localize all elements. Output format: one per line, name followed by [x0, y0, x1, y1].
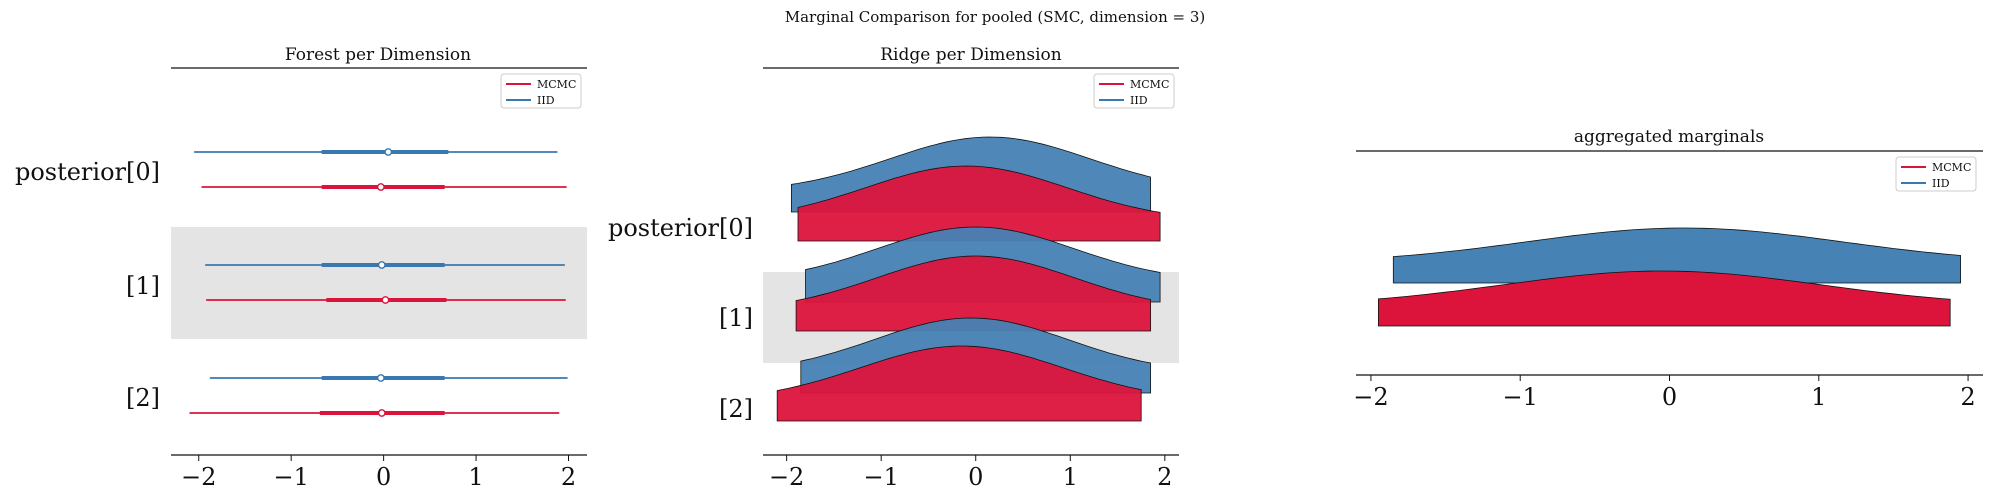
x-tick-label: −2	[1353, 383, 1388, 411]
row-band	[171, 227, 587, 339]
median-point-iid	[384, 148, 393, 156]
x-tick-label: 2	[1960, 383, 1975, 411]
x-tick-label: 0	[1662, 383, 1677, 411]
median-point-mcmc	[376, 183, 385, 191]
row-label: [2]	[126, 384, 160, 412]
median-point-iid	[376, 374, 385, 382]
legend-label-mcmc: MCMC	[1932, 161, 1971, 174]
x-tick-label: −2	[769, 463, 804, 491]
median-point-mcmc	[381, 296, 390, 304]
x-tick-label: 1	[1811, 383, 1826, 411]
x-tick-label: −1	[273, 463, 308, 491]
aggregated-panel-title: aggregated marginals	[1574, 127, 1764, 147]
row-label: posterior[0]	[608, 214, 753, 242]
row-label: [2]	[719, 395, 753, 423]
ridge-panel-title: Ridge per Dimension	[880, 45, 1062, 65]
row-label: posterior[0]	[15, 158, 160, 186]
aggregated-panel: aggregated marginals −2 −1 0 1 2 MCMC IID	[1353, 127, 1983, 411]
x-tick-label: 1	[468, 463, 483, 491]
ridge-mcmc	[1377, 270, 1951, 327]
x-tick-label: −1	[863, 463, 898, 491]
x-tick-label: 0	[968, 463, 983, 491]
ridge-mcmc	[776, 345, 1142, 422]
x-tick-label: 0	[376, 463, 391, 491]
ridge-mcmc	[797, 165, 1161, 242]
row-label: [1]	[126, 272, 160, 300]
legend-label-iid: IID	[537, 94, 555, 107]
forest-panel-title: Forest per Dimension	[285, 45, 471, 65]
forest-panel: Forest per Dimension −2 −1 0 1 2 posterior[0]…	[15, 45, 587, 491]
legend-label-iid: IID	[1932, 177, 1950, 190]
row-label: [1]	[719, 304, 753, 332]
x-tick-label: 2	[1157, 463, 1172, 491]
x-tick-label: −1	[1503, 383, 1538, 411]
ridge-iid	[1392, 227, 1962, 284]
figure-title: Marginal Comparison for pooled (SMC, dim…	[785, 8, 1205, 26]
median-point-iid	[377, 261, 386, 269]
ridge-panel: Ridge per Dimension posterior[0] [1] [2] −2…	[608, 45, 1179, 491]
x-tick-label: 2	[561, 463, 576, 491]
legend-label-mcmc: MCMC	[537, 78, 576, 91]
ridge-mcmc	[795, 255, 1152, 332]
x-tick-label: 1	[1063, 463, 1078, 491]
legend-label-mcmc: MCMC	[1130, 78, 1169, 91]
x-tick-label: −2	[181, 463, 216, 491]
median-point-mcmc	[377, 409, 386, 417]
legend-label-iid: IID	[1130, 94, 1148, 107]
